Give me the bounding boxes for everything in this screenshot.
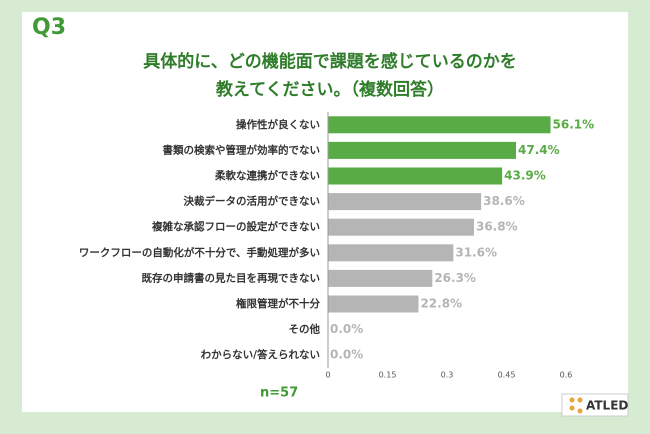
logo-dot bbox=[577, 408, 583, 414]
chart-title: 教えてください。（複数回答） bbox=[215, 79, 444, 100]
bar bbox=[328, 116, 551, 134]
y-tick-label: 柔軟な連携ができない bbox=[214, 169, 320, 182]
y-tick-label: わからない/答えられない bbox=[201, 348, 320, 361]
x-tick-label: 0.6 bbox=[560, 371, 573, 380]
x-tick-label: 0 bbox=[325, 371, 330, 380]
y-tick-label: 複雑な承認フローの設定ができない bbox=[151, 220, 320, 233]
chart-title: 具体的に、どの機能面で課題を感じているのかを bbox=[142, 51, 517, 72]
value-label: 31.6% bbox=[455, 245, 497, 259]
value-label: 36.8% bbox=[476, 220, 518, 234]
sample-size: n=57 bbox=[260, 386, 298, 401]
bar bbox=[328, 218, 474, 236]
bar bbox=[328, 295, 419, 313]
x-tick-label: 0.45 bbox=[498, 371, 516, 380]
value-label: 22.8% bbox=[420, 297, 462, 311]
question-label: Q3 bbox=[32, 15, 66, 40]
value-label: 43.9% bbox=[504, 169, 546, 183]
y-tick-label: 既存の申請書の見た目を再現できない bbox=[142, 271, 321, 284]
y-tick-label: ワークフローの自動化が不十分で、手動処理が多い bbox=[79, 246, 320, 259]
value-label: 0.0% bbox=[330, 322, 363, 336]
bar bbox=[328, 244, 454, 262]
bar bbox=[328, 269, 433, 287]
value-label: 56.1% bbox=[553, 117, 595, 131]
logo-dot bbox=[569, 397, 575, 403]
bar bbox=[328, 141, 517, 159]
bar bbox=[328, 193, 482, 211]
bar bbox=[328, 167, 503, 185]
panel bbox=[22, 12, 628, 412]
x-tick-label: 0.3 bbox=[441, 371, 454, 380]
y-tick-label: 決裁データの活用ができない bbox=[184, 195, 321, 208]
logo: ATLED bbox=[561, 393, 629, 417]
value-label: 0.0% bbox=[330, 348, 363, 362]
y-tick-label: 操作性が良くない bbox=[236, 118, 320, 131]
value-label: 38.6% bbox=[483, 194, 525, 208]
y-tick-label: その他 bbox=[289, 323, 321, 336]
value-label: 47.4% bbox=[518, 143, 560, 157]
value-label: 26.3% bbox=[434, 271, 476, 285]
x-tick-label: 0.15 bbox=[379, 371, 397, 380]
y-tick-label: 書類の検索や管理が効率的でない bbox=[163, 143, 321, 156]
logo-dot bbox=[577, 397, 583, 403]
y-tick-label: 権限管理が不十分 bbox=[236, 297, 320, 310]
logo-text: ATLED bbox=[586, 399, 628, 413]
logo-dot bbox=[569, 405, 575, 411]
